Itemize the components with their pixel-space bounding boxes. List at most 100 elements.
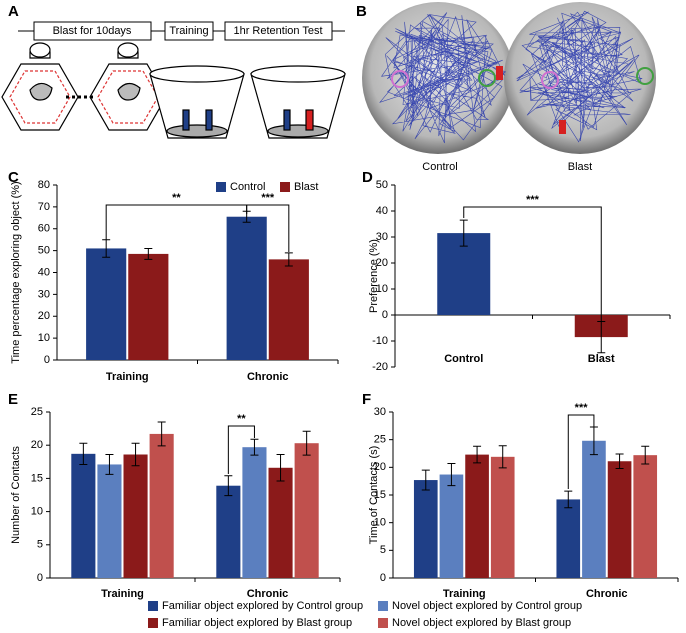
bar — [607, 461, 632, 578]
bar — [582, 440, 606, 578]
y-tick-label: 20 — [376, 257, 388, 269]
y-tick-label: 15 — [374, 489, 386, 501]
bar — [268, 259, 309, 360]
step-label: 1hr Retention Test — [233, 25, 322, 37]
y-tick-label: 5 — [37, 539, 43, 551]
significance-label: *** — [575, 402, 589, 414]
bar — [413, 480, 438, 578]
legend-label: Control — [230, 181, 265, 193]
y-tick-label: 0 — [382, 309, 388, 321]
y-tick-label: 10 — [374, 517, 386, 529]
y-tick-label: -20 — [372, 361, 388, 373]
bar — [465, 454, 489, 578]
track — [379, 12, 507, 144]
panel-label: E — [8, 391, 18, 408]
arena — [149, 65, 346, 139]
error-bar — [641, 445, 650, 465]
chart: F 0 5 10 15 20 25 30 Time of Contacts (s) Trainin… — [362, 391, 679, 600]
arena-label: Control — [422, 161, 457, 173]
x-tick-label: Chronic — [247, 371, 289, 383]
significance-bracket — [567, 414, 595, 489]
panel-a: A Blast for 10days Training 1hr Retentio… — [1, 3, 346, 139]
error-bar — [250, 438, 259, 456]
bar — [97, 464, 122, 578]
bar — [439, 474, 464, 578]
error-bar — [447, 462, 456, 487]
y-axis-label: Number of Contacts — [10, 446, 22, 544]
y-tick-label: 30 — [374, 406, 386, 418]
x-tick-label: Chronic — [586, 588, 628, 600]
error-bar — [224, 475, 233, 497]
arena-label: Blast — [568, 161, 592, 173]
error-bar — [421, 469, 430, 491]
y-tick-label: 30 — [376, 231, 388, 243]
mouse — [496, 66, 503, 80]
panel-label: B — [356, 3, 367, 20]
legend-swatch — [148, 618, 158, 628]
y-tick-label: 40 — [38, 266, 50, 278]
bar — [437, 233, 491, 315]
y-tick-label: 50 — [38, 245, 50, 257]
x-tick-label: Training — [106, 371, 149, 383]
y-tick-label: 0 — [44, 354, 50, 366]
significance-bracket — [105, 204, 248, 240]
bar — [242, 447, 267, 578]
legend-label: Familiar object explored by Blast group — [162, 617, 352, 629]
x-tick-label: Control — [444, 353, 483, 365]
y-tick-label: 30 — [38, 288, 50, 300]
y-tick-label: 5 — [380, 544, 386, 556]
bar — [71, 453, 96, 578]
y-tick-label: 70 — [38, 201, 50, 213]
panel-label: C — [8, 169, 19, 186]
y-tick-label: 40 — [376, 205, 388, 217]
bar — [149, 433, 174, 578]
panel-label: F — [362, 391, 371, 408]
step-label: Training — [169, 25, 208, 37]
error-bar — [615, 453, 624, 469]
bar — [226, 216, 267, 360]
y-tick-label: 60 — [38, 223, 50, 235]
step-box — [33, 21, 152, 41]
significance-bracket — [227, 425, 255, 474]
y-tick-label: 10 — [376, 283, 388, 295]
chart: E 0 5 10 15 20 25 Number of Contacts Training Chr… — [8, 391, 582, 629]
bar — [633, 455, 658, 578]
tracks — [379, 10, 654, 144]
x-tick-label: Training — [101, 588, 144, 600]
panel-label: A — [8, 3, 19, 20]
error-bar — [105, 453, 114, 475]
y-tick-label: 50 — [376, 179, 388, 191]
y-tick-label: 20 — [31, 439, 43, 451]
bar — [490, 456, 515, 578]
legend-swatch — [378, 618, 388, 628]
bar — [123, 454, 148, 578]
significance-label: ** — [237, 413, 246, 425]
y-tick-label: -10 — [372, 335, 388, 347]
y-axis-label: Time of Contacts (s) — [368, 446, 380, 545]
step-label: Blast for 10days — [53, 25, 132, 37]
legend-label: Familiar object explored by Control grou… — [162, 600, 363, 612]
legend-swatch — [216, 182, 226, 192]
y-tick-label: 10 — [31, 506, 43, 518]
x-tick-label: Training — [443, 588, 486, 600]
y-tick-label: 80 — [38, 179, 50, 191]
legend-label: Blast — [294, 181, 318, 193]
bar — [86, 248, 127, 360]
y-tick-label: 10 — [38, 332, 50, 344]
panel-label: D — [362, 169, 373, 186]
bar — [268, 467, 293, 578]
blast-cage — [1, 42, 167, 131]
arena-photo — [504, 2, 656, 154]
legend-swatch — [378, 601, 388, 611]
x-tick-label: Chronic — [247, 588, 289, 600]
chart: D -20 -10 0 10 20 30 40 50 Preference (%) Control B… — [362, 169, 671, 373]
chart: C 0 10 20 30 40 50 60 70 80 Time percentage explor… — [8, 169, 339, 383]
step-box — [164, 21, 214, 41]
y-tick-label: 20 — [38, 310, 50, 322]
error-bar — [459, 219, 468, 247]
mouse — [559, 120, 566, 134]
legend-label: Novel object explored by Control group — [392, 600, 582, 612]
object-zone — [478, 69, 496, 87]
